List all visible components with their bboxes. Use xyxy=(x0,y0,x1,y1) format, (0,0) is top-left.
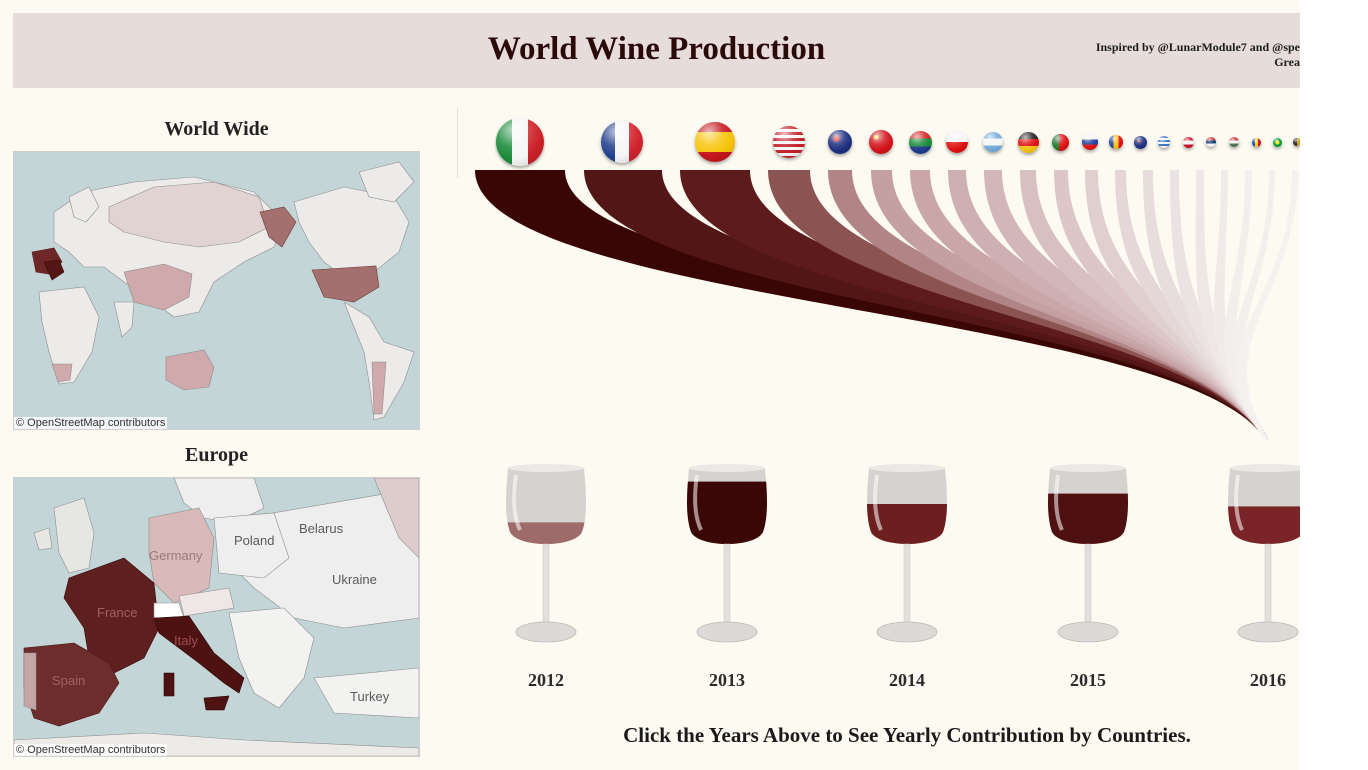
hungary-flag-icon[interactable] xyxy=(1229,137,1239,147)
flow-ribbon xyxy=(475,170,1269,440)
austria-flag-icon[interactable] xyxy=(1182,136,1194,148)
page-title: World Wine Production xyxy=(487,31,826,67)
flag-icon[interactable] xyxy=(1293,138,1300,146)
map-label-poland: Poland xyxy=(234,533,274,548)
flow-ribbon xyxy=(1236,170,1298,440)
world-map-title: World Wide xyxy=(164,118,269,140)
china-flag-icon[interactable] xyxy=(869,130,893,154)
flow-ribbon xyxy=(584,170,1269,440)
australia-flag-icon[interactable] xyxy=(828,130,852,154)
divider xyxy=(457,108,458,178)
europe-map-attribution: © OpenStreetMap contributors xyxy=(14,744,168,756)
credit-text: Inspired by @LunarModule7 and @spe Grea xyxy=(1080,40,1300,70)
flow-ribbon xyxy=(1213,170,1269,440)
europe-map[interactable]: Poland Belarus Germany Ukraine France It… xyxy=(13,477,420,757)
map-label-germany: Germany xyxy=(149,548,203,563)
wine-glass-2015[interactable] xyxy=(1038,460,1138,650)
spain-flag-icon[interactable] xyxy=(695,122,735,162)
country-flags-row xyxy=(0,0,1300,200)
map-label-spain: Spain xyxy=(52,673,85,688)
europe-map-title: Europe xyxy=(185,444,248,466)
world-map-attribution: © OpenStreetMap contributors xyxy=(14,417,168,429)
serbia-flag-icon[interactable] xyxy=(1206,137,1216,147)
new-zealand-flag-icon[interactable] xyxy=(1133,135,1147,149)
wine-fill xyxy=(506,522,586,544)
brazil-flag-icon[interactable] xyxy=(1272,137,1282,147)
wine-glass-2014[interactable] xyxy=(857,460,957,650)
production-flow-ribbons xyxy=(475,170,1298,440)
map-label-belarus: Belarus xyxy=(299,521,344,536)
russia-flag-icon[interactable] xyxy=(1082,134,1098,150)
wine-glass-2012[interactable] xyxy=(496,460,596,650)
greece-flag-icon[interactable] xyxy=(1158,136,1170,148)
romania-flag-icon[interactable] xyxy=(1109,135,1123,149)
year-button-2016[interactable]: 2016 xyxy=(1250,670,1286,690)
credit-line-2: Grea xyxy=(1274,55,1300,69)
wine-glass-2016[interactable] xyxy=(1218,460,1300,650)
wine-glass-2013[interactable] xyxy=(677,460,777,650)
moldova-flag-icon[interactable] xyxy=(1251,137,1261,147)
flow-ribbon xyxy=(1170,170,1269,440)
portugal-flag-icon[interactable] xyxy=(1051,133,1069,151)
credit-line-1: Inspired by @LunarModule7 and @spe xyxy=(1095,40,1300,54)
year-button-2013[interactable]: 2013 xyxy=(709,670,745,690)
map-label-ukraine: Ukraine xyxy=(332,572,377,587)
usa-flag-icon[interactable] xyxy=(773,126,805,158)
italy-flag-icon[interactable] xyxy=(496,118,544,166)
germany-flag-icon[interactable] xyxy=(1017,131,1039,153)
wine-fill xyxy=(1048,493,1128,544)
south-africa-flag-icon[interactable] xyxy=(908,130,932,154)
year-button-2014[interactable]: 2014 xyxy=(889,670,925,690)
year-button-2012[interactable]: 2012 xyxy=(528,670,564,690)
header-bar: World Wine Production Inspired by @Lunar… xyxy=(13,13,1300,88)
wine-fill xyxy=(867,504,947,544)
instruction-text: Click the Years Above to See Yearly Cont… xyxy=(623,723,1191,747)
map-label-italy: Italy xyxy=(174,633,198,648)
wine-fill xyxy=(1228,506,1300,544)
dashboard: World Wine Production Inspired by @Lunar… xyxy=(0,0,1300,770)
argentina-flag-icon[interactable] xyxy=(983,132,1003,152)
chile-flag-icon[interactable] xyxy=(946,131,968,153)
world-map[interactable]: © OpenStreetMap contributors xyxy=(13,151,420,430)
map-label-france: France xyxy=(97,605,137,620)
map-label-turkey: Turkey xyxy=(350,689,390,704)
france-flag-icon[interactable] xyxy=(601,121,643,163)
wine-fill xyxy=(687,481,767,544)
year-button-2015[interactable]: 2015 xyxy=(1070,670,1106,690)
flow-ribbon xyxy=(984,170,1269,440)
